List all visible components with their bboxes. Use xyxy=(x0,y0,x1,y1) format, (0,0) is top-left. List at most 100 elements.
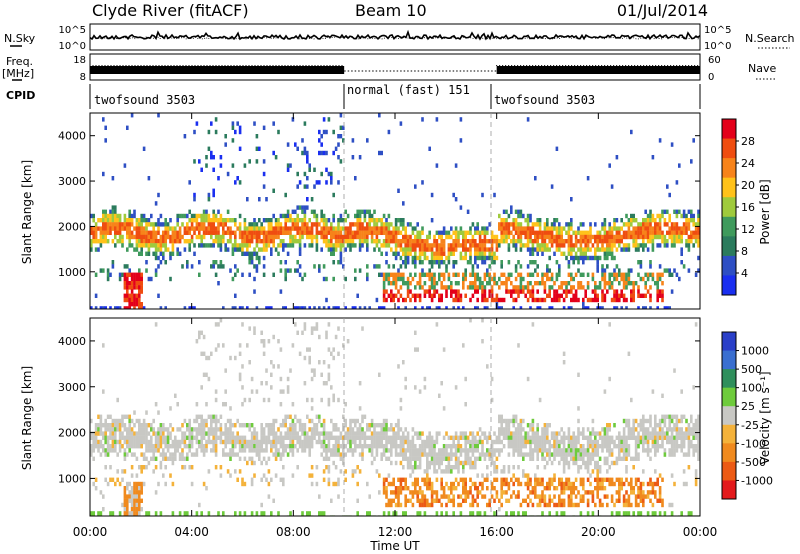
power-cell xyxy=(529,251,532,256)
power-cell xyxy=(378,306,381,309)
power-cell xyxy=(658,222,662,227)
velocity-cell xyxy=(469,431,472,436)
velocity-cell xyxy=(404,456,407,461)
power-cell xyxy=(322,150,326,156)
power-cell xyxy=(346,213,350,219)
velocity-cell xyxy=(325,448,328,453)
velocity-cell xyxy=(159,439,163,445)
power-cell xyxy=(327,247,331,252)
velocity-cell xyxy=(428,486,431,491)
velocity-cell xyxy=(202,372,206,377)
velocity-cell xyxy=(162,435,165,440)
velocity-cell xyxy=(404,494,407,499)
power-cell xyxy=(644,281,647,286)
velocity-cell xyxy=(265,460,268,466)
power-cell xyxy=(370,213,374,219)
power-cell xyxy=(649,293,652,298)
velocity-cell xyxy=(224,444,227,449)
velocity-cell xyxy=(94,427,98,432)
power-cell xyxy=(382,297,386,303)
velocity-cell xyxy=(270,511,273,516)
power-cell xyxy=(262,234,266,240)
velocity-cell xyxy=(558,477,561,482)
power-cell xyxy=(514,264,518,269)
velocity-cell xyxy=(109,435,112,440)
power-cell xyxy=(423,293,427,298)
velocity-cell xyxy=(106,452,110,457)
power-cell xyxy=(514,222,518,227)
power-cell xyxy=(394,281,398,286)
freq-trace xyxy=(89,65,700,74)
velocity-cell xyxy=(231,435,235,440)
power-cell xyxy=(279,268,283,273)
velocity-cell xyxy=(166,435,170,440)
power-cell xyxy=(438,234,441,240)
power-cell xyxy=(121,243,124,248)
velocity-cell xyxy=(366,511,369,516)
power-cell xyxy=(637,260,640,265)
velocity-cell xyxy=(507,431,511,436)
power-cell xyxy=(399,264,403,269)
power-cell xyxy=(694,222,698,227)
velocity-cell xyxy=(346,427,350,432)
velocity-cell xyxy=(265,448,268,453)
velocity-cell xyxy=(315,481,319,487)
power-cell xyxy=(198,243,201,248)
power-cell xyxy=(421,251,424,256)
velocity-cell xyxy=(289,414,292,419)
velocity-cell xyxy=(248,444,251,449)
velocity-cell xyxy=(562,511,566,516)
power-cell xyxy=(428,272,431,277)
power-cell xyxy=(433,293,436,298)
power-cell xyxy=(685,213,688,219)
power-cell xyxy=(330,226,333,231)
power-cell xyxy=(428,247,431,252)
power-cell xyxy=(99,218,103,223)
velocity-cell xyxy=(390,444,393,449)
power-cell xyxy=(608,281,611,286)
power-cell xyxy=(274,222,278,227)
power-cell xyxy=(284,192,287,198)
velocity-cell xyxy=(543,431,547,436)
velocity-cell xyxy=(99,423,103,428)
velocity-cell xyxy=(512,448,515,453)
power-cell xyxy=(598,255,602,261)
power-cell xyxy=(459,226,463,231)
velocity-cell xyxy=(358,444,362,449)
power-cell xyxy=(445,264,448,269)
velocity-cell xyxy=(517,465,520,470)
power-cell xyxy=(430,251,434,256)
velocity-cell xyxy=(90,452,93,457)
velocity-cell xyxy=(464,481,467,487)
velocity-cell xyxy=(423,385,427,390)
power-cell xyxy=(649,209,652,214)
velocity-cell xyxy=(368,435,371,440)
power-cell xyxy=(678,230,681,235)
power-cell xyxy=(284,276,287,282)
velocity-cell xyxy=(414,490,417,495)
power-cell xyxy=(344,234,347,240)
velocity-cell xyxy=(421,502,424,508)
power-cell xyxy=(505,281,508,286)
velocity-cell xyxy=(402,431,405,436)
velocity-cell xyxy=(102,389,105,394)
power-cell xyxy=(529,281,532,286)
power-cell xyxy=(154,222,158,227)
power-cell xyxy=(234,243,237,248)
velocity-cell xyxy=(138,431,141,436)
velocity-cell xyxy=(277,427,280,432)
velocity-cell xyxy=(253,460,256,466)
velocity-cell xyxy=(435,456,439,461)
power-cell xyxy=(394,251,398,256)
power-cell xyxy=(214,117,218,122)
power-cell xyxy=(505,239,508,244)
power-cell xyxy=(637,293,640,298)
velocity-cell xyxy=(109,444,112,449)
velocity-cell xyxy=(104,452,107,457)
power-cell xyxy=(193,243,196,248)
power-cell xyxy=(361,230,364,235)
power-cell xyxy=(488,222,491,227)
power-cell xyxy=(229,268,232,273)
power-cell xyxy=(462,255,465,261)
velocity-cell xyxy=(174,393,177,398)
